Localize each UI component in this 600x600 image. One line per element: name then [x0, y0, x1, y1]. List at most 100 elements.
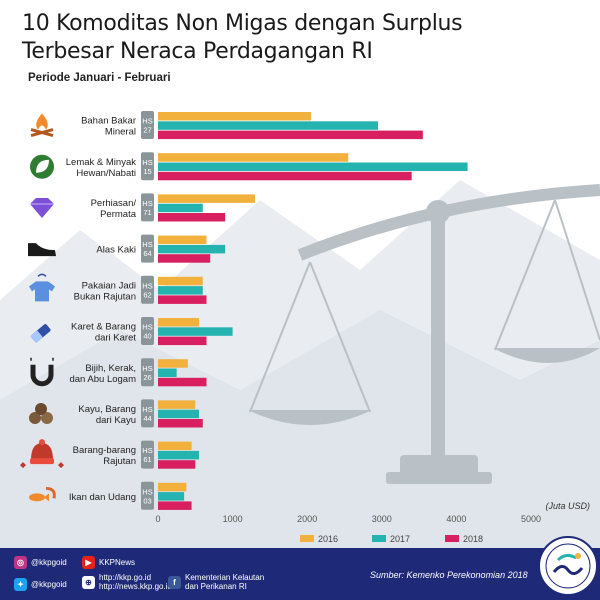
- category-label: Kayu, Barang: [78, 404, 136, 415]
- hs-label: HS: [142, 281, 152, 290]
- balance-scale-icon: [248, 184, 600, 484]
- bar-2018: [158, 419, 203, 428]
- hs-badge: [141, 481, 154, 510]
- category-label: dan Abu Logam: [69, 374, 136, 385]
- website-urls: http://kkp.go.id http://news.kkp.go.id: [99, 573, 172, 591]
- bar-2018: [158, 460, 196, 469]
- hs-badge: [141, 234, 154, 263]
- bar-2016: [158, 276, 203, 286]
- hs-badge: [141, 152, 154, 181]
- instagram-icon: ◎: [14, 556, 27, 569]
- bar-2018: [158, 295, 207, 304]
- legend-swatch: [445, 535, 459, 542]
- hs-code: 40: [143, 332, 151, 341]
- bar-2018: [158, 501, 192, 510]
- category-label: dari Karet: [95, 333, 137, 344]
- legend-swatch: [372, 535, 386, 542]
- hs-code: 03: [143, 496, 151, 505]
- hs-label: HS: [142, 199, 152, 208]
- hs-code: 64: [143, 249, 151, 258]
- bar-2017: [158, 450, 200, 460]
- twitter-icon: ✦: [14, 578, 27, 591]
- hs-badge: [141, 111, 154, 139]
- category-label: Mineral: [105, 127, 136, 138]
- magnet-icon: [30, 357, 54, 387]
- hs-code: 27: [143, 126, 151, 135]
- shoe-icon: [28, 243, 56, 257]
- facebook-line-2: dan Perikanan RI: [185, 582, 247, 591]
- bar-2017: [158, 121, 379, 130]
- facebook-link[interactable]: f Kementerian Kelautan dan Perikanan RI: [168, 573, 264, 591]
- twitter-handle: @kkpgoid: [31, 580, 67, 589]
- campfire-icon: [30, 113, 54, 137]
- wood-icon: [29, 402, 53, 424]
- title-line-1: 10 Komoditas Non Migas dengan Surplus: [22, 11, 463, 36]
- hs-code: 15: [143, 167, 151, 176]
- youtube-link[interactable]: ▶ KKPNews: [82, 556, 135, 569]
- category-label: Karet & Barang: [71, 322, 136, 333]
- fish-icon: [29, 486, 56, 502]
- globe-icon: ⊕: [82, 575, 95, 589]
- bar-2018: [158, 130, 423, 140]
- bar-2018: [158, 213, 226, 222]
- legend-label: 2017: [390, 534, 410, 544]
- hs-label: HS: [142, 446, 152, 455]
- bar-2016: [158, 359, 188, 368]
- bar-2016: [158, 482, 187, 492]
- hs-label: HS: [142, 240, 152, 249]
- youtube-handle: KKPNews: [99, 558, 136, 567]
- footer-bar: ◎ @kkpgoid ▶ KKPNews ✦ @kkpgoid ⊕ http:/…: [0, 548, 600, 600]
- bar-2016: [158, 194, 255, 203]
- category-label: Alas Kaki: [96, 245, 136, 256]
- unit-label: (Juta USD): [545, 501, 590, 511]
- legend-label: 2018: [463, 534, 483, 544]
- hs-badge: [141, 275, 154, 304]
- knit-hat-icon: [20, 439, 64, 469]
- hs-code: 62: [143, 290, 151, 299]
- chart-title: 10 Komoditas Non Migas dengan Surplus Te…: [22, 10, 463, 66]
- category-label: Perhiasan/: [91, 198, 137, 209]
- title-line-2: Terbesar Neraca Perdagangan RI: [22, 39, 373, 64]
- bar-2018: [158, 377, 207, 387]
- hs-label: HS: [142, 364, 152, 373]
- hs-label: HS: [142, 117, 152, 126]
- hs-code: 61: [143, 455, 151, 464]
- hs-label: HS: [142, 323, 152, 332]
- kkp-logo: [538, 536, 598, 596]
- category-label: Ikan dan Udang: [69, 492, 136, 503]
- instagram-handle: @kkpgoid: [31, 558, 67, 567]
- bar-2016: [158, 400, 196, 409]
- bar-2018: [158, 254, 211, 263]
- hs-badge: [141, 193, 154, 222]
- website-url-2: http://news.kkp.go.id: [99, 582, 172, 591]
- category-label: Bukan Rajutan: [74, 291, 136, 302]
- bar-2017: [158, 162, 468, 171]
- instagram-link[interactable]: ◎ @kkpgoid: [14, 556, 67, 569]
- hs-badge: [141, 399, 154, 428]
- x-tick-label: 0: [155, 514, 160, 524]
- bar-2017: [158, 492, 185, 501]
- rubber-icon: [30, 324, 51, 343]
- youtube-icon: ▶: [82, 556, 95, 569]
- twitter-link[interactable]: ✦ @kkpgoid: [14, 578, 67, 591]
- bar-2018: [158, 171, 412, 181]
- hs-badge: [141, 440, 154, 469]
- period-subtitle: Periode Januari - Februari: [28, 72, 171, 84]
- bar-2017: [158, 244, 226, 254]
- bar-2017: [158, 368, 177, 377]
- x-tick-label: 3000: [372, 514, 392, 524]
- bar-2017: [158, 327, 233, 336]
- shirt-icon: [29, 273, 55, 302]
- category-label: Bahan Bakar: [81, 116, 136, 127]
- hs-code: 71: [143, 208, 151, 217]
- website-link[interactable]: ⊕ http://kkp.go.id http://news.kkp.go.id: [82, 573, 172, 591]
- bar-2016: [158, 112, 311, 121]
